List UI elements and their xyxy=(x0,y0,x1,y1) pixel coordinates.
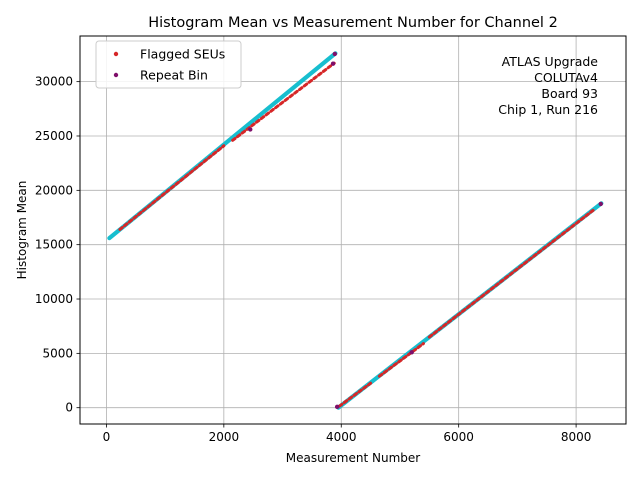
annotation-line-1: ATLAS Upgrade xyxy=(502,54,599,69)
annotation-line-3: Board 93 xyxy=(541,86,598,101)
x-tick-label: 0 xyxy=(103,430,111,444)
grid-layer xyxy=(80,36,626,424)
series-flagged-seus-segment xyxy=(118,144,226,231)
tick-layer: 0 2000 4000 6000 8000 0 5000 10000 15000 20000 250… xyxy=(35,75,592,444)
y-axis-label: Histogram Mean xyxy=(15,181,29,280)
annotation-line-4: Chip 1, Run 216 xyxy=(498,102,598,117)
legend: Flagged SEUs Repeat Bin xyxy=(95,40,242,89)
annotation-box: ATLAS Upgrade COLUTAv4 Board 93 Chip 1, … xyxy=(498,54,598,117)
repeat-bin-point xyxy=(248,127,253,132)
x-tick-label: 4000 xyxy=(326,430,357,444)
y-tick-label: 20000 xyxy=(35,183,73,197)
legend-marker-repeat-bin xyxy=(113,72,119,78)
x-tick-label: 2000 xyxy=(209,430,240,444)
y-tick-label: 10000 xyxy=(35,292,73,306)
series-flagged-seus-segment xyxy=(377,342,425,378)
legend-label-repeat-bin: Repeat Bin xyxy=(140,68,208,83)
x-tick-label: 6000 xyxy=(443,430,474,444)
repeat-bin-point xyxy=(334,404,340,410)
legend-frame xyxy=(95,40,242,89)
series-layer xyxy=(107,51,604,410)
chart-title: Histogram Mean vs Measurement Number for… xyxy=(148,15,558,31)
y-tick-label: 5000 xyxy=(42,346,73,360)
legend-label-flagged-seus: Flagged SEUs xyxy=(140,47,225,62)
repeat-bin-point xyxy=(332,51,337,57)
y-tick-label: 30000 xyxy=(35,75,73,89)
y-tick-label: 0 xyxy=(65,401,73,415)
y-tick-label: 15000 xyxy=(35,238,73,252)
repeat-bin-point xyxy=(409,350,414,355)
series-flagged-seus-segment xyxy=(427,208,596,339)
y-tick-label: 25000 xyxy=(35,129,73,143)
x-axis-label: Measurement Number xyxy=(286,451,420,465)
series-flagged-seus-segment xyxy=(337,381,373,408)
annotation-line-2: COLUTAv4 xyxy=(534,70,598,85)
legend-marker-flagged-seus xyxy=(113,51,119,57)
axes-frame xyxy=(79,35,627,425)
x-tick-label: 8000 xyxy=(561,430,592,444)
repeat-bin-point xyxy=(330,61,336,66)
repeat-bin-point xyxy=(598,201,603,207)
